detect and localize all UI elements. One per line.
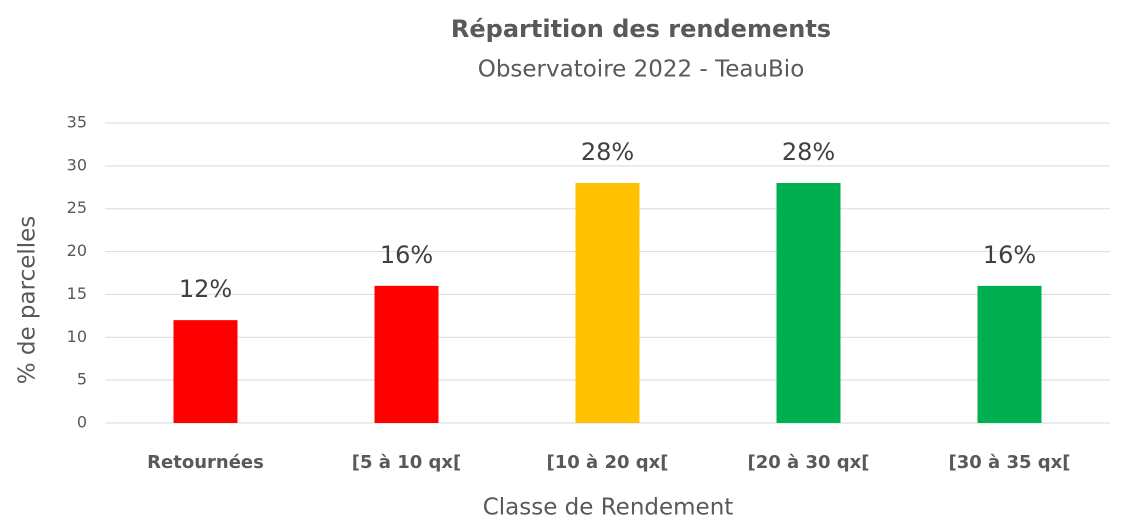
y-tick-label: 15: [67, 284, 87, 303]
chart-title: Répartition des rendements: [451, 15, 831, 43]
x-tick-label: [10 à 20 qx[: [547, 452, 669, 473]
x-tick-label: Retournées: [147, 452, 264, 473]
y-tick-label: 25: [67, 198, 87, 217]
x-tick-label: [5 à 10 qx[: [352, 452, 461, 473]
y-tick-label: 30: [67, 155, 87, 174]
bar: [977, 285, 1042, 423]
y-tick-label: 5: [77, 370, 87, 389]
bar: [173, 320, 238, 423]
y-tick-label: 35: [67, 113, 87, 132]
value-label: 28%: [581, 138, 634, 166]
x-tick-label: [30 à 35 qx[: [949, 452, 1071, 473]
value-label: 16%: [380, 241, 433, 269]
value-label: 28%: [782, 138, 835, 166]
value-label: 12%: [179, 275, 232, 303]
bar: [575, 183, 640, 423]
y-tick-label: 0: [77, 413, 87, 432]
x-axis-label: Classe de Rendement: [483, 495, 734, 519]
y-axis-label: % de parcelles: [15, 216, 41, 385]
y-tick-label: 10: [67, 327, 87, 346]
x-tick-label: [20 à 30 qx[: [748, 452, 870, 473]
bar: [374, 285, 439, 423]
y-tick-label: 20: [67, 241, 87, 260]
bar: [776, 183, 841, 423]
chart-subtitle: Observatoire 2022 - TeauBio: [478, 57, 805, 83]
value-label: 16%: [983, 241, 1036, 269]
